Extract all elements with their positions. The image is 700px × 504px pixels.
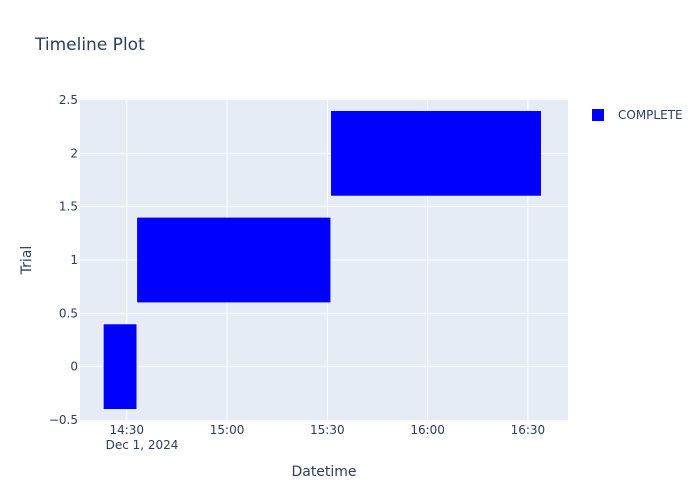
chart-title: Timeline Plot xyxy=(34,35,145,55)
y-tick-label: 1 xyxy=(70,253,78,267)
axis-ticks: −0.5 0 0.5 1 1.5 2 2.5 14:30 15:00 15:30 16:00 16:3… xyxy=(49,93,545,437)
y-tick-label: 2.5 xyxy=(59,93,78,107)
y-axis-label: Trial xyxy=(19,246,35,276)
x-axis-date-label: Dec 1, 2024 xyxy=(106,438,179,452)
x-tick-label: 16:30 xyxy=(511,423,546,437)
x-axis-label: Datetime xyxy=(291,464,356,480)
x-tick-label: 15:30 xyxy=(310,423,345,437)
bar-trial-2 xyxy=(330,110,542,197)
x-tick-label: 14:30 xyxy=(109,423,144,437)
y-tick-label: 0.5 xyxy=(59,306,78,320)
y-tick-label: 0 xyxy=(70,360,78,374)
legend-swatch xyxy=(592,109,604,121)
x-tick-label: 15:00 xyxy=(210,423,245,437)
y-tick-label: −0.5 xyxy=(49,413,78,427)
bar-trial-1 xyxy=(136,217,331,303)
legend-label: COMPLETE xyxy=(618,108,683,122)
x-tick-label: 16:00 xyxy=(410,423,445,437)
bars xyxy=(103,110,542,410)
y-tick-label: 1.5 xyxy=(59,200,78,214)
bar-trial-0 xyxy=(103,323,138,410)
legend[interactable]: COMPLETE xyxy=(592,108,683,122)
y-tick-label: 2 xyxy=(70,146,78,160)
